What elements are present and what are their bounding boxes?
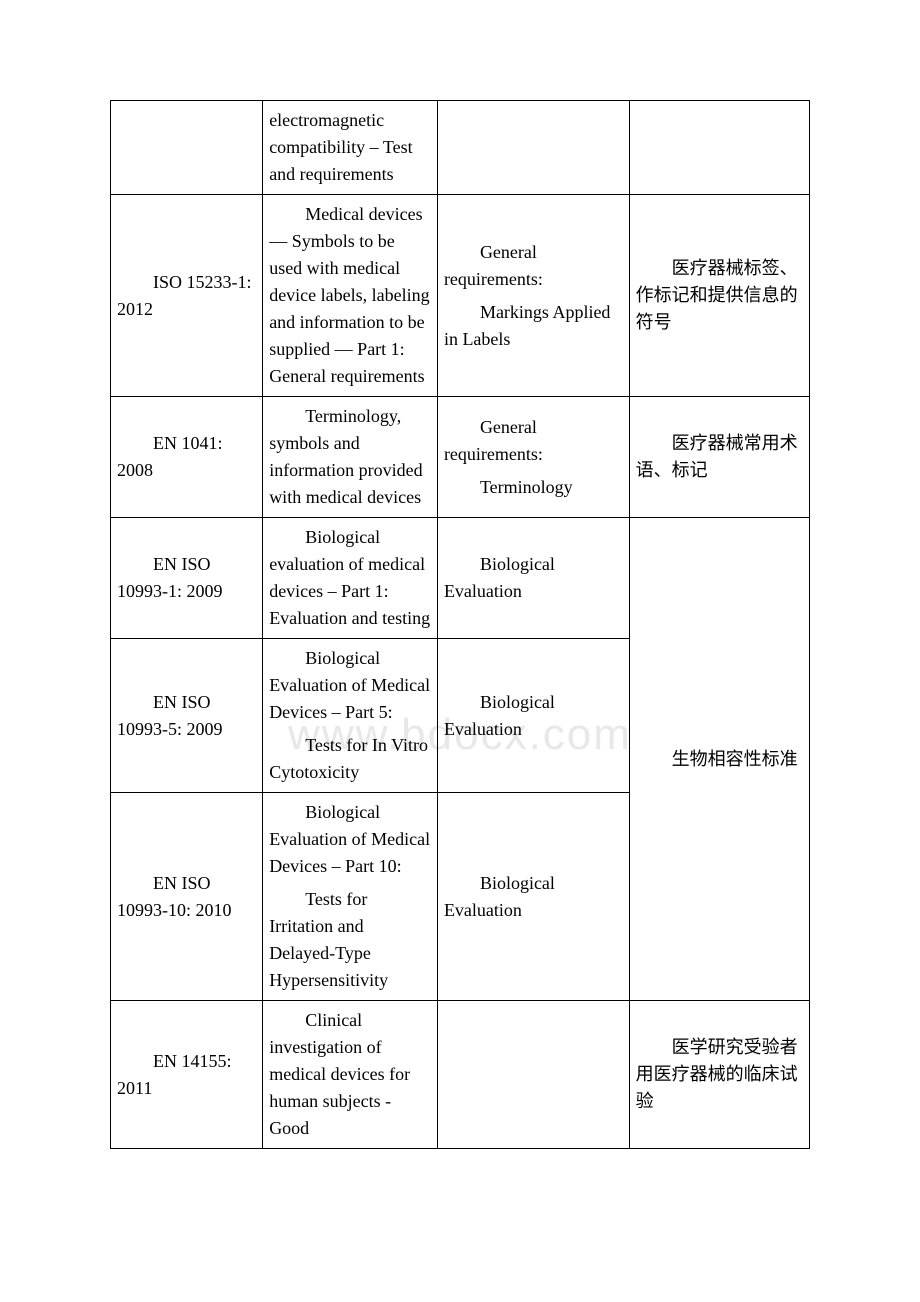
cell-chinese: 医疗器械标签、作标记和提供信息的符号: [629, 195, 809, 397]
cell-category: [437, 1001, 629, 1149]
cell-standard-id: EN ISO 10993-10: 2010: [111, 793, 263, 1001]
cell-text: electromagnetic compatibility – Test and…: [269, 107, 431, 188]
standards-table: electromagnetic compatibility – Test and…: [110, 100, 810, 1149]
cell-text: Biological Evaluation: [444, 870, 623, 924]
cell-text: General requirements:: [444, 414, 623, 468]
cell-text: Medical devices — Symbols to be used wit…: [269, 201, 431, 390]
cell-title: Clinical investigation of medical device…: [263, 1001, 438, 1149]
cell-text: 医学研究受验者用医疗器械的临床试验: [636, 1034, 803, 1115]
cell-title: Terminology, symbols and information pro…: [263, 397, 438, 518]
cell-title: electromagnetic compatibility – Test and…: [263, 101, 438, 195]
cell-category: [437, 101, 629, 195]
cell-standard-id: EN 1041: 2008: [111, 397, 263, 518]
cell-chinese: 医疗器械常用术语、标记: [629, 397, 809, 518]
cell-text: 医疗器械常用术语、标记: [636, 430, 803, 484]
cell-text: ISO 15233-1: 2012: [117, 269, 256, 323]
document-page: www.bdocx.com electromagnetic compatibil…: [0, 0, 920, 1189]
cell-category: Biological Evaluation: [437, 518, 629, 639]
cell-text: Terminology, symbols and information pro…: [269, 403, 431, 511]
cell-title: Biological evaluation of medical devices…: [263, 518, 438, 639]
cell-text: Clinical investigation of medical device…: [269, 1007, 431, 1142]
cell-chinese-merged: 生物相容性标准: [629, 518, 809, 1001]
cell-title: Biological Evaluation of Medical Devices…: [263, 639, 438, 793]
cell-standard-id: EN 14155: 2011: [111, 1001, 263, 1149]
cell-text: EN 1041: 2008: [117, 430, 256, 484]
cell-text: Biological Evaluation of Medical Devices…: [269, 799, 431, 880]
cell-category: General requirements: Markings Applied i…: [437, 195, 629, 397]
cell-standard-id: EN ISO 10993-5: 2009: [111, 639, 263, 793]
cell-text: EN 14155: 2011: [117, 1048, 256, 1102]
cell-chinese: 医学研究受验者用医疗器械的临床试验: [629, 1001, 809, 1149]
cell-text: EN ISO 10993-1: 2009: [117, 551, 256, 605]
cell-text: Markings Applied in Labels: [444, 299, 623, 353]
cell-text: Biological Evaluation: [444, 551, 623, 605]
cell-standard-id: ISO 15233-1: 2012: [111, 195, 263, 397]
cell-category: Biological Evaluation: [437, 793, 629, 1001]
cell-text: EN ISO 10993-5: 2009: [117, 689, 256, 743]
cell-title: Medical devices — Symbols to be used wit…: [263, 195, 438, 397]
cell-standard-id: EN ISO 10993-1: 2009: [111, 518, 263, 639]
cell-text: 医疗器械标签、作标记和提供信息的符号: [636, 255, 803, 336]
cell-standard-id: [111, 101, 263, 195]
cell-text: General requirements:: [444, 239, 623, 293]
cell-title: Biological Evaluation of Medical Devices…: [263, 793, 438, 1001]
cell-category: General requirements: Terminology: [437, 397, 629, 518]
cell-text: Biological evaluation of medical devices…: [269, 524, 431, 632]
cell-text: Terminology: [444, 474, 623, 501]
table-row: ISO 15233-1: 2012 Medical devices — Symb…: [111, 195, 810, 397]
table-row: EN 1041: 2008 Terminology, symbols and i…: [111, 397, 810, 518]
cell-text: 生物相容性标准: [636, 746, 803, 773]
cell-text: EN ISO 10993-10: 2010: [117, 870, 256, 924]
cell-category: Biological Evaluation: [437, 639, 629, 793]
cell-chinese: [629, 101, 809, 195]
cell-text: Tests for Irritation and Delayed-Type Hy…: [269, 886, 431, 994]
table-row: electromagnetic compatibility – Test and…: [111, 101, 810, 195]
cell-text: Tests for In Vitro Cytotoxicity: [269, 732, 431, 786]
table-row: EN ISO 10993-1: 2009 Biological evaluati…: [111, 518, 810, 639]
cell-text: Biological Evaluation: [444, 689, 623, 743]
table-row: EN 14155: 2011 Clinical investigation of…: [111, 1001, 810, 1149]
cell-text: Biological Evaluation of Medical Devices…: [269, 645, 431, 726]
